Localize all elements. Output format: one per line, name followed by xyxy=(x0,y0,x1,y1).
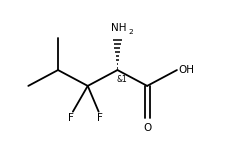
Text: 2: 2 xyxy=(128,29,133,35)
Text: O: O xyxy=(143,123,151,133)
Text: &1: &1 xyxy=(116,75,127,84)
Text: F: F xyxy=(68,113,74,123)
Text: F: F xyxy=(97,113,103,123)
Text: NH: NH xyxy=(111,23,126,33)
Text: OH: OH xyxy=(178,65,194,75)
